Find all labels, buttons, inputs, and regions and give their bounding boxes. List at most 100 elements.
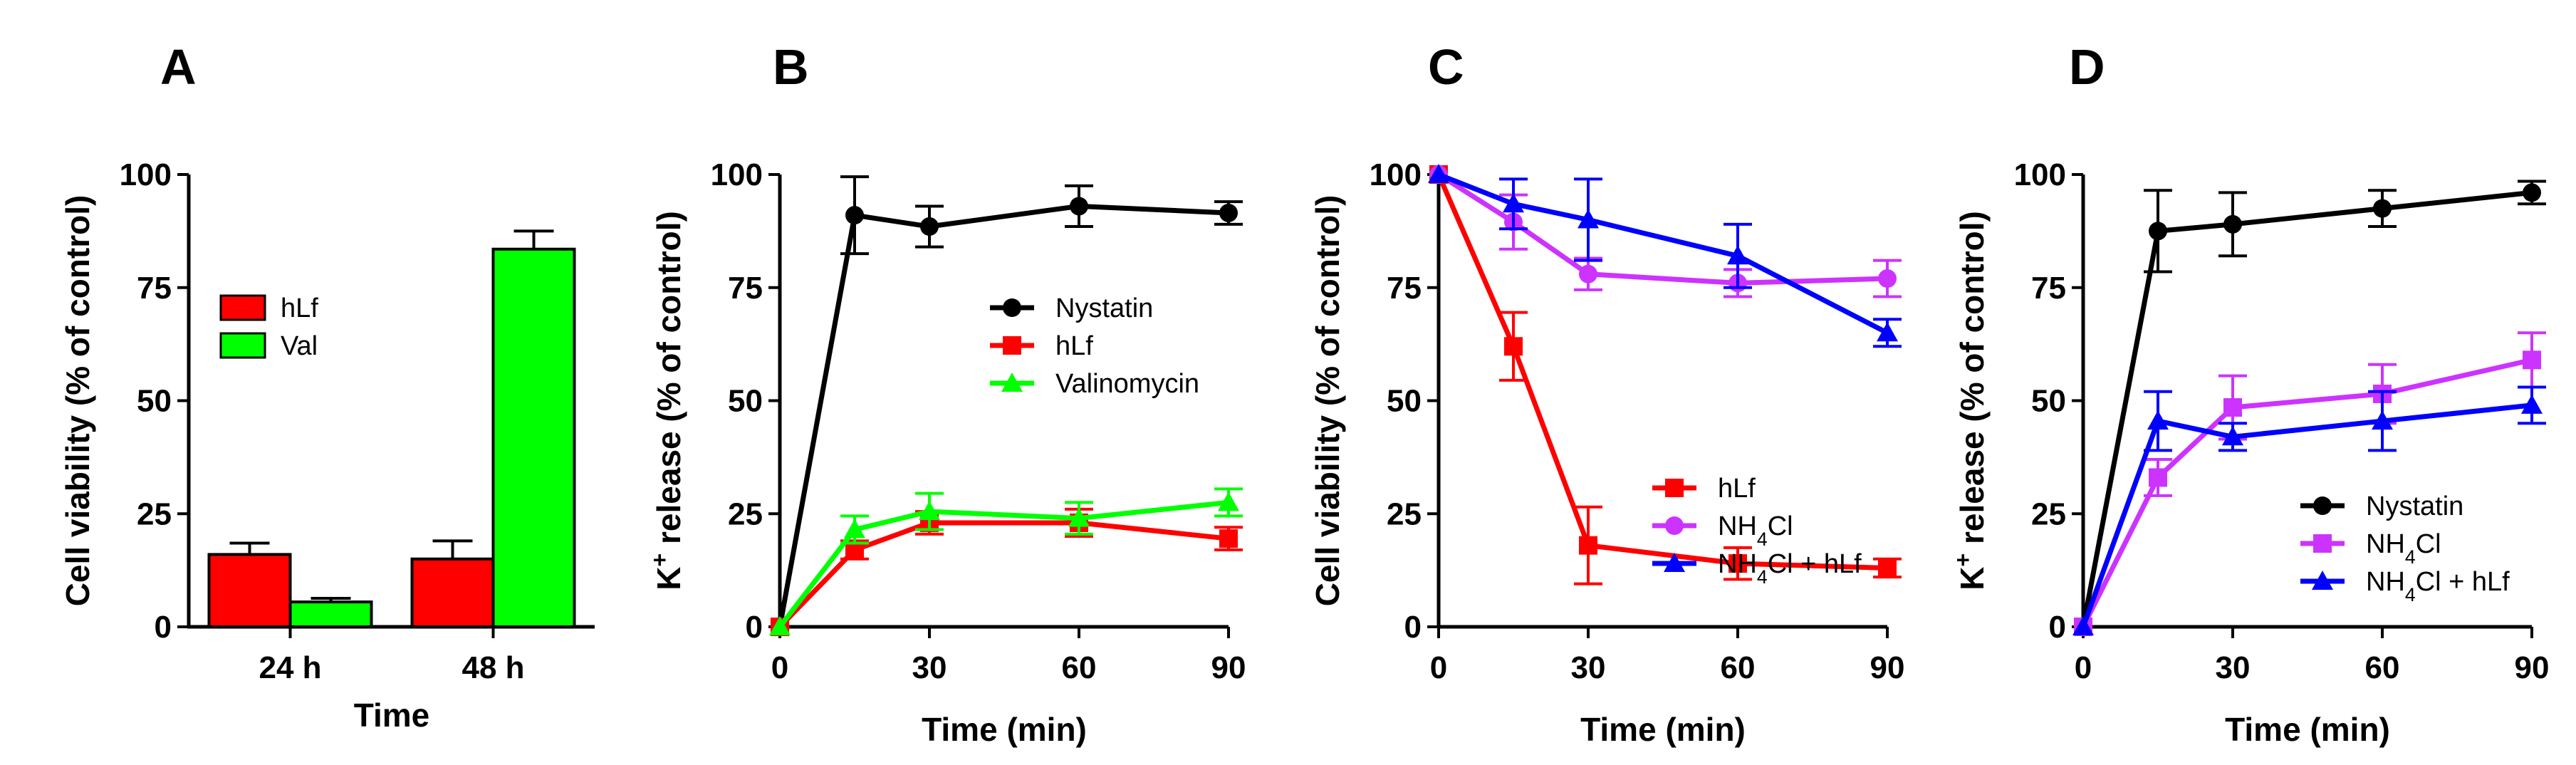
series-1 <box>771 507 1243 636</box>
legend-label: hLf <box>281 293 318 323</box>
legend-marker <box>2313 496 2332 515</box>
data-point <box>919 501 940 521</box>
data-point <box>2523 350 2541 370</box>
data-point <box>1728 554 1747 573</box>
y-axis-title: Cell viability (% of control) <box>1309 195 1346 607</box>
bar-hlf-1 <box>207 553 292 629</box>
data-point <box>2223 214 2242 234</box>
data-point <box>2147 410 2169 430</box>
data-point <box>1428 164 1449 183</box>
y-tick-label: 75 <box>137 271 172 306</box>
series-line <box>2080 189 2533 628</box>
y-tick-label: 50 <box>137 384 172 419</box>
legend-marker <box>2313 534 2332 553</box>
x-tick-label: 24 h <box>259 650 321 685</box>
y-tick-label: 0 <box>155 610 172 645</box>
y-tick-label: 75 <box>2031 271 2066 306</box>
x-tick-label: 0 <box>771 650 788 685</box>
y-tick-label: 50 <box>1387 384 1422 419</box>
legend-label: NH4Cl + hLf <box>1718 549 1862 588</box>
legend-marker <box>1003 336 1021 355</box>
panel-a: A 0 25 50 75 100 Cell viability (% of control)… <box>59 39 595 734</box>
legend-marker <box>1001 373 1023 392</box>
legend-marker <box>1664 553 1685 572</box>
series-2 <box>1428 164 1902 348</box>
data-point <box>1070 197 1088 216</box>
data-point <box>1579 264 1597 283</box>
x-tick-label: 30 <box>2216 650 2251 685</box>
x-tick-label: 90 <box>1870 650 1905 685</box>
data-point <box>1504 337 1523 356</box>
legend-label: Valinomycin <box>1055 369 1199 399</box>
x-axis-title: Time (min) <box>922 711 1087 748</box>
data-point <box>1218 491 1239 511</box>
legend-swatch <box>219 294 266 321</box>
panel-c: C 0 25 50 75 100 Cell viability (% of control)… <box>1309 39 1904 748</box>
y-tick-label: 0 <box>2049 610 2066 645</box>
data-point <box>2372 410 2393 430</box>
legend-label: NH4Cl <box>2366 529 2441 568</box>
y-tick-label: 100 <box>1370 157 1422 192</box>
x-tick-label: 0 <box>2075 650 2092 685</box>
data-point <box>2373 199 2392 218</box>
data-point <box>2149 222 2167 241</box>
y-axis-title: K+ release (% of control) <box>1950 211 1991 590</box>
legend-swatch <box>219 332 266 359</box>
data-point <box>1219 203 1238 222</box>
y-tick-label: 75 <box>728 271 763 306</box>
y-tick-label: 25 <box>137 496 172 531</box>
x-tick-label: 30 <box>1571 650 1606 685</box>
data-point <box>1578 209 1599 229</box>
data-point <box>1219 529 1238 548</box>
series-2 <box>2072 385 2546 635</box>
x-tick-label: 90 <box>1211 650 1246 685</box>
data-point <box>2222 426 2243 446</box>
data-point <box>1727 245 1748 265</box>
y-tick-label: 100 <box>711 157 763 192</box>
x-tick-label: 30 <box>912 650 947 685</box>
y-tick-label: 50 <box>2031 384 2066 419</box>
series-0 <box>2074 179 2546 636</box>
legend-label: Nystatin <box>1055 293 1153 323</box>
y-tick-label: 100 <box>120 157 172 192</box>
legend-marker <box>1003 298 1021 317</box>
panel-letter-a: A <box>160 39 197 95</box>
series-line <box>1436 173 1888 571</box>
y-axis-title: K+ release (% of control) <box>647 211 687 590</box>
legend: Nystatin hLf Valinomycin <box>990 293 1199 399</box>
panel-b: B 0 25 50 75 100 K+ release (% of control) 0 30 6… <box>647 39 1246 748</box>
x-tick-label: 60 <box>1721 650 1756 685</box>
series-line <box>777 203 1229 628</box>
x-tick-label: 90 <box>2515 650 2550 685</box>
y-tick-label: 25 <box>1387 496 1422 531</box>
x-tick-label: 0 <box>1430 650 1447 685</box>
data-point <box>920 217 939 236</box>
panel-letter-b: B <box>773 39 809 95</box>
series-line <box>1437 172 1889 335</box>
data-point <box>2149 468 2167 487</box>
y-tick-label: 25 <box>2031 496 2066 531</box>
x-axis-title: Time (min) <box>2225 711 2390 748</box>
x-axis-title: Time (min) <box>1580 711 1746 748</box>
data-point <box>845 206 864 225</box>
series-2 <box>769 487 1243 635</box>
legend-label: hLf <box>1055 331 1093 361</box>
legend-marker <box>2312 571 2333 590</box>
bar-hlf-2 <box>410 557 495 628</box>
series-1 <box>1429 165 1902 298</box>
data-point <box>2072 616 2094 635</box>
data-point <box>2223 398 2242 417</box>
y-axis-title: Cell viability (% of control) <box>59 195 96 607</box>
data-point <box>2523 183 2541 202</box>
data-point <box>1068 507 1090 527</box>
bar-val-2 <box>491 247 576 628</box>
x-tick-label: 60 <box>1062 650 1097 685</box>
y-tick-label: 25 <box>728 496 763 531</box>
data-point <box>769 616 791 635</box>
x-tick-label: 60 <box>2365 650 2400 685</box>
data-point <box>1877 322 1898 342</box>
